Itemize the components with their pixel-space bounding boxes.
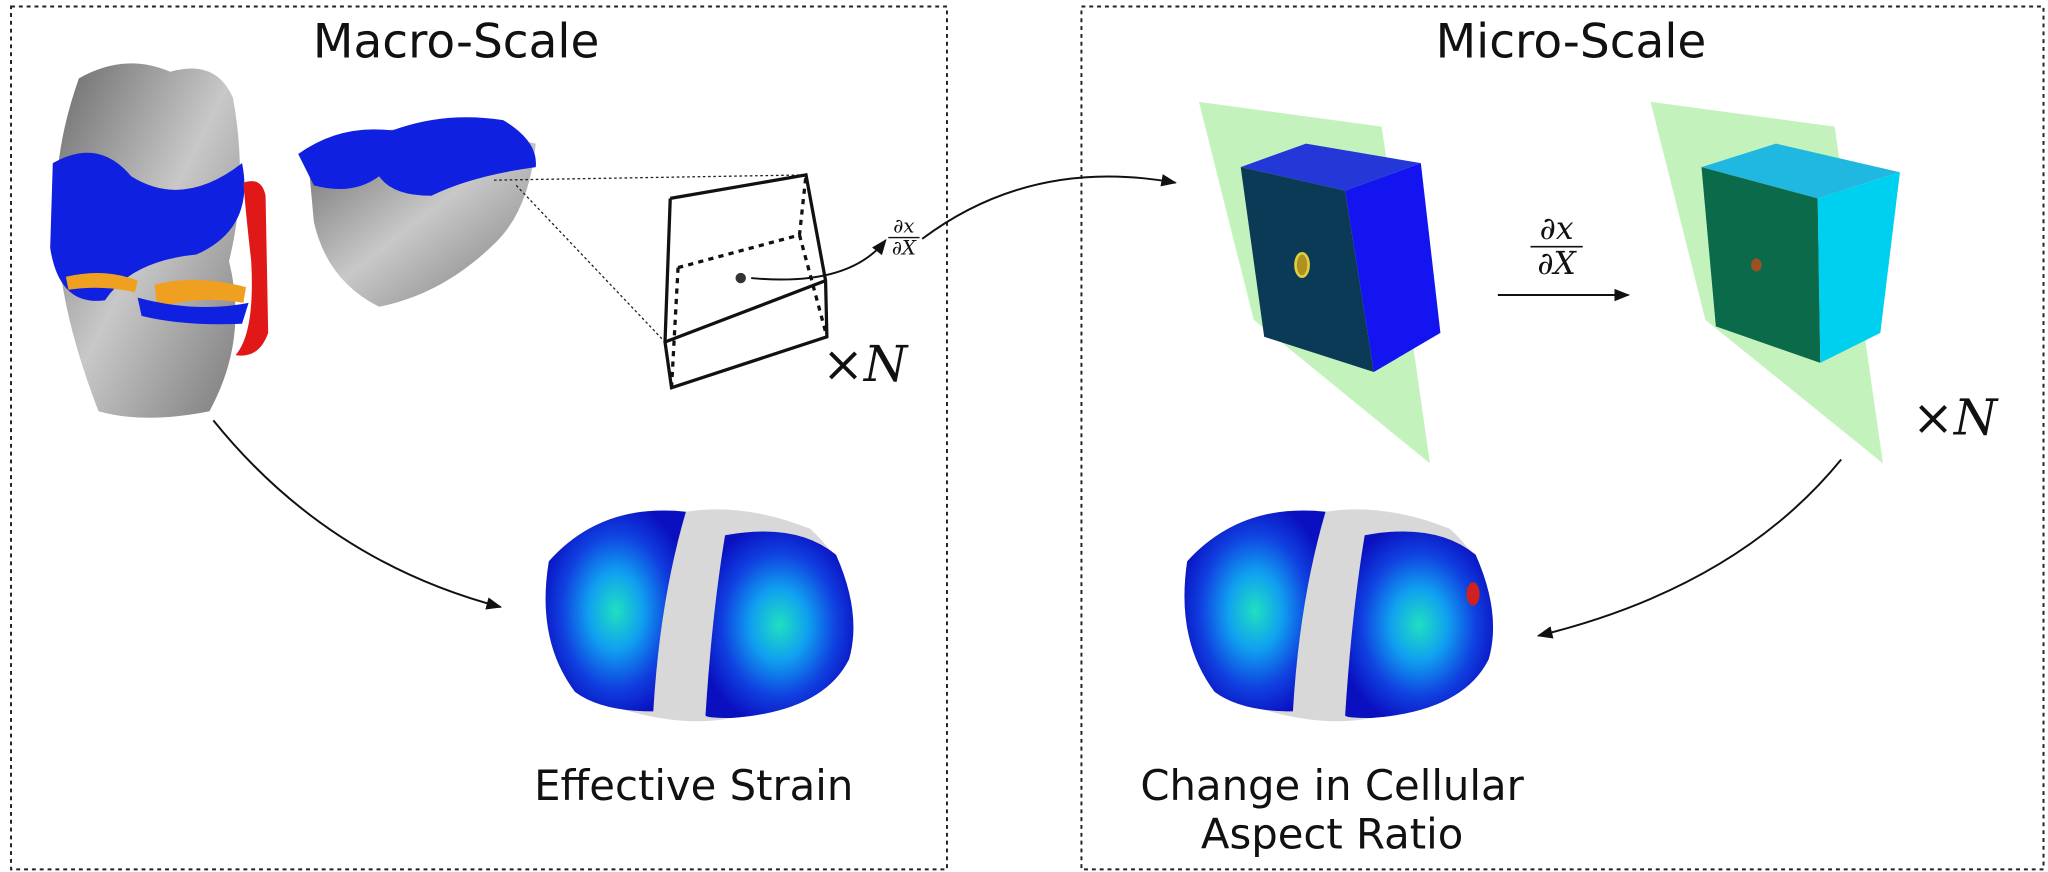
page: Macro-Scale Micro-Scale ∂x ∂X ×N Effecti… bbox=[0, 0, 2048, 872]
cell bbox=[1751, 258, 1761, 271]
caption: Change in Cellular bbox=[1140, 761, 1524, 810]
macro-title: Macro-Scale bbox=[313, 14, 599, 69]
multiplier: ×N bbox=[822, 335, 909, 393]
numerator: ∂x bbox=[893, 214, 914, 237]
lateral-map bbox=[705, 531, 853, 717]
caption: Effective Strain bbox=[534, 761, 853, 810]
element bbox=[665, 175, 827, 388]
denominator: ∂X bbox=[1537, 246, 1577, 282]
element-edge bbox=[665, 175, 827, 388]
arrow bbox=[213, 420, 500, 607]
diagram: Macro-Scale Micro-Scale ∂x ∂X ×N Effecti… bbox=[0, 0, 2048, 872]
multiplier: ×N bbox=[1912, 389, 1999, 447]
cell-after bbox=[1651, 102, 1900, 464]
lateral-map bbox=[1345, 531, 1493, 717]
numerator: ∂x bbox=[1540, 211, 1574, 247]
strain-map bbox=[546, 509, 854, 721]
caption: Aspect Ratio bbox=[1201, 810, 1463, 859]
denominator: ∂X bbox=[892, 237, 917, 260]
zoom-line bbox=[494, 175, 806, 180]
aspect-map bbox=[1184, 509, 1493, 721]
arrow bbox=[1538, 459, 1841, 635]
arrow bbox=[922, 176, 1175, 238]
element-edge bbox=[672, 175, 827, 388]
cell-before bbox=[1199, 102, 1440, 464]
box-side bbox=[1818, 172, 1900, 363]
hotspot bbox=[1467, 582, 1480, 605]
tibia-model bbox=[298, 117, 536, 307]
knee-model bbox=[50, 63, 268, 417]
derivative: ∂x ∂X bbox=[888, 214, 919, 259]
cell bbox=[1296, 253, 1309, 276]
derivative: ∂x ∂X bbox=[1530, 211, 1582, 282]
element-edge bbox=[665, 281, 826, 342]
zoom-line bbox=[516, 185, 665, 342]
micro-title: Micro-Scale bbox=[1436, 14, 1707, 69]
gauss-point bbox=[736, 273, 746, 283]
